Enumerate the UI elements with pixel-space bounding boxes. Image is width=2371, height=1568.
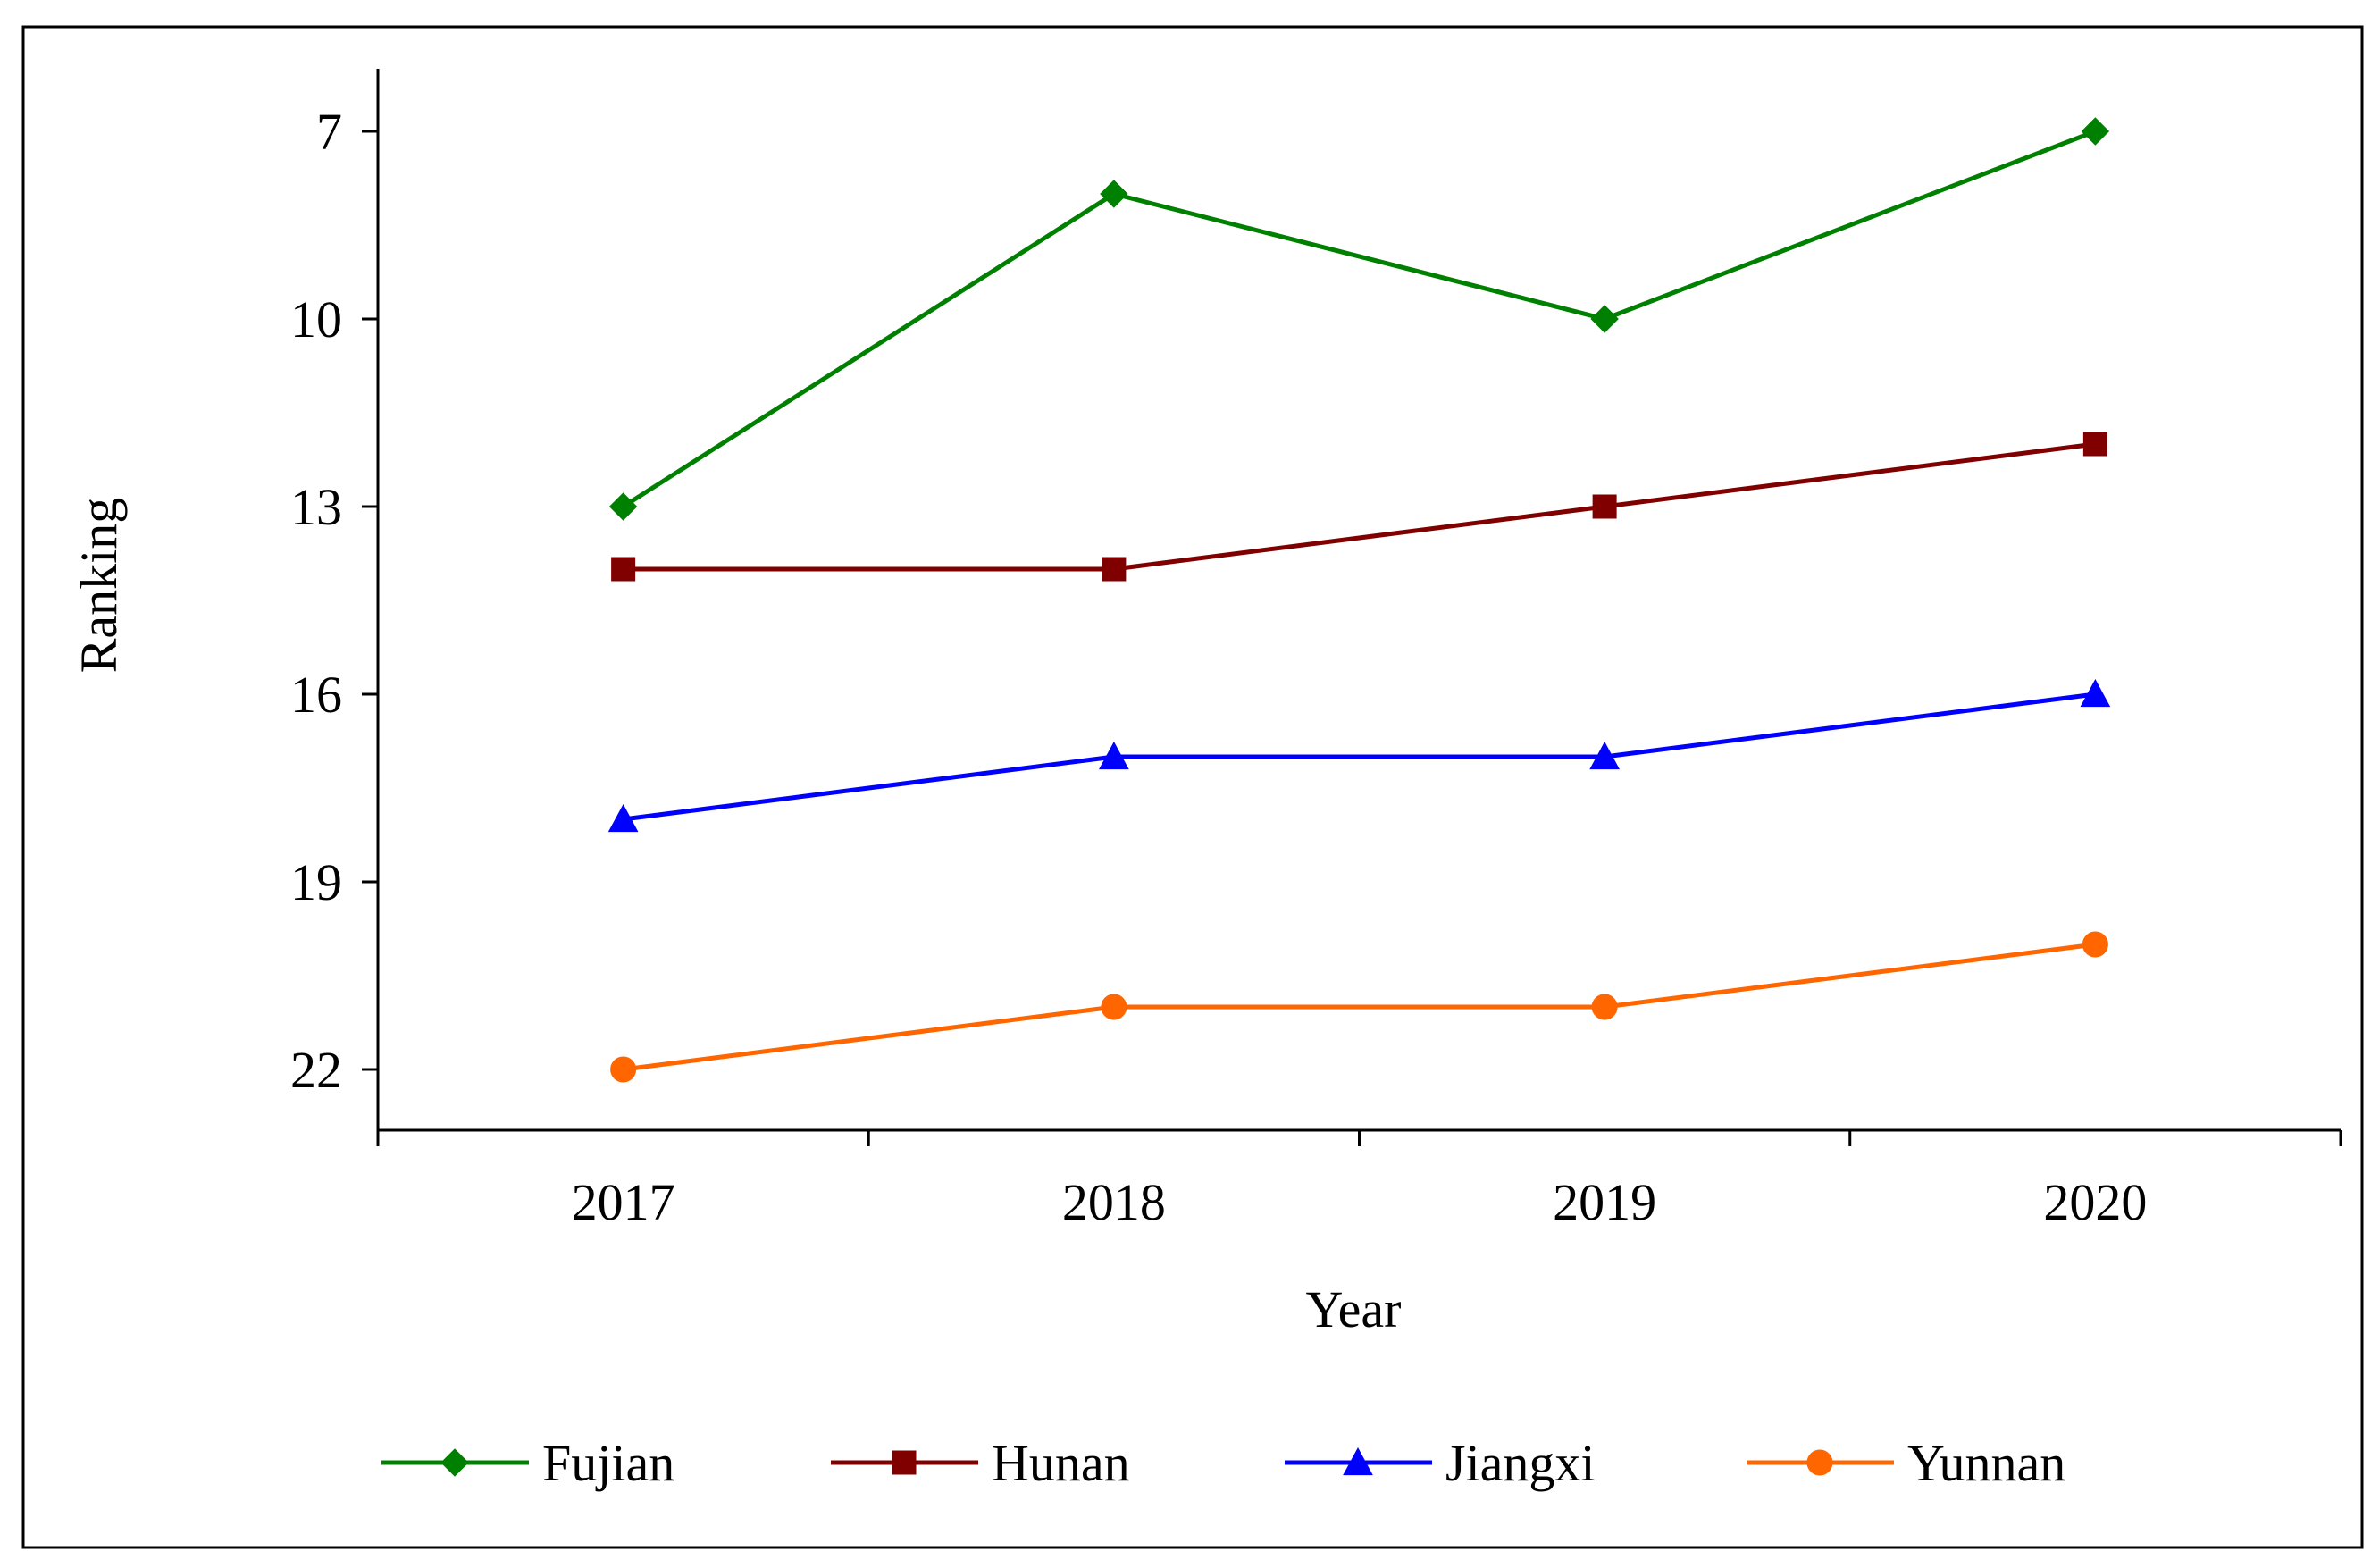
data-point-jiangxi	[1589, 741, 1620, 770]
legend-marker-hunan	[892, 1450, 917, 1475]
data-point-fujian	[2081, 117, 2110, 146]
legend: Fujian Hunan Jiangxi Yunnan	[381, 1434, 2065, 1492]
series-fujian	[608, 117, 2110, 521]
axes: 7 10 13 16 19 22 2017 2018 2019 2020	[290, 69, 2342, 1231]
data-point-yunnan	[1101, 994, 1127, 1020]
y-axis-title: Ranking	[70, 498, 128, 674]
data-point-hunan	[611, 557, 636, 582]
legend-item-fujian: Fujian	[381, 1434, 674, 1492]
x-tick-label: 2018	[1062, 1173, 1166, 1231]
chart-frame	[21, 25, 2364, 1549]
legend-item-jiangxi: Jiangxi	[1285, 1434, 1596, 1492]
data-point-jiangxi	[2080, 678, 2111, 708]
x-tick-label: 2020	[2043, 1173, 2147, 1231]
legend-label: Hunan	[992, 1434, 1130, 1492]
data-point-yunnan	[2082, 931, 2108, 958]
legend-label: Yunnan	[1907, 1434, 2065, 1492]
series-line-yunnan	[623, 942, 2096, 1072]
legend-label: Fujian	[542, 1434, 674, 1492]
series-layer	[607, 117, 2111, 1083]
data-point-jiangxi	[607, 803, 639, 833]
x-axis-title: Year	[1306, 1280, 1402, 1338]
series-hunan	[611, 432, 2107, 582]
y-tick-label: 7	[316, 103, 342, 161]
data-point-hunan	[1102, 557, 1127, 582]
series-yunnan	[610, 931, 2108, 1083]
y-tick-label: 13	[290, 478, 342, 536]
legend-marker-jiangxi	[1343, 1446, 1373, 1476]
x-tick-label: 2019	[1553, 1173, 1656, 1231]
x-tick-label: 2017	[572, 1173, 675, 1231]
series-jiangxi	[607, 678, 2111, 833]
y-tick-label: 16	[290, 666, 342, 724]
data-point-yunnan	[610, 1056, 637, 1083]
data-point-fujian	[1590, 305, 1619, 333]
data-point-fujian	[1100, 180, 1128, 208]
data-point-jiangxi	[1099, 741, 1129, 770]
legend-label: Jiangxi	[1445, 1434, 1596, 1492]
legend-item-hunan: Hunan	[831, 1434, 1130, 1492]
data-point-hunan	[2082, 432, 2107, 457]
legend-marker-fujian	[440, 1448, 469, 1477]
y-tick-label: 10	[290, 290, 342, 348]
y-tick-label: 22	[290, 1041, 342, 1099]
y-tick-label: 19	[290, 853, 342, 911]
series-line-fujian	[622, 129, 2097, 509]
data-point-yunnan	[1591, 994, 1618, 1020]
legend-marker-yunnan	[1806, 1449, 1833, 1476]
data-point-hunan	[1592, 494, 1617, 519]
data-point-fujian	[608, 492, 638, 521]
series-line-hunan	[623, 441, 2096, 572]
legend-item-yunnan: Yunnan	[1747, 1434, 2065, 1492]
series-line-jiangxi	[623, 692, 2096, 822]
